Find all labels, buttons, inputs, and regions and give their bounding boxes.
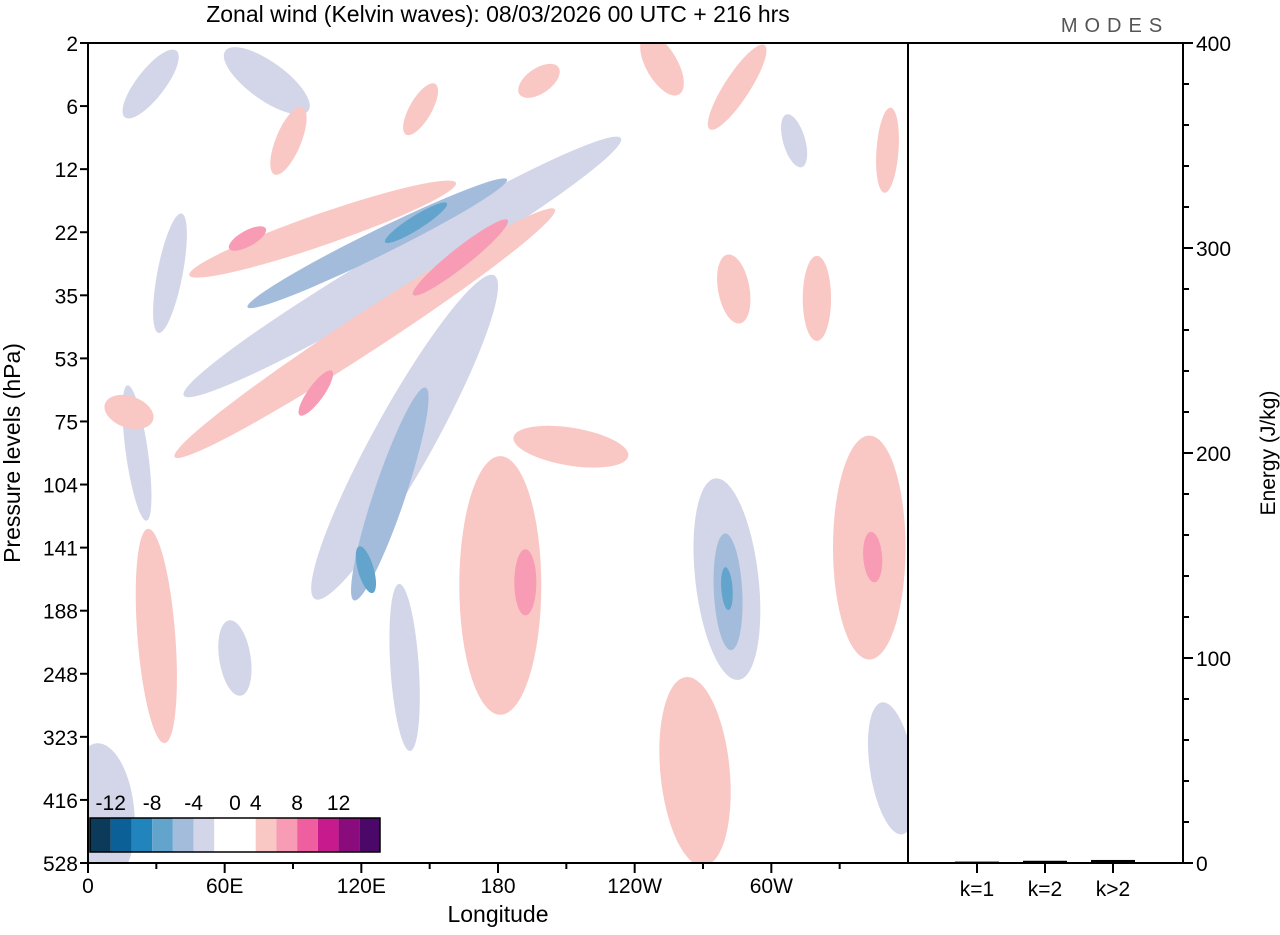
y-tick-label: 12 [55,159,78,182]
westerly-anomaly-contour [189,180,457,278]
y-tick-label: 323 [43,727,78,750]
y-tick-label: 75 [55,411,78,434]
energy-category-label: k=2 [1028,878,1062,901]
y-tick-label: 22 [55,222,78,245]
energy-tick-label: 0 [1196,853,1208,876]
westerly-anomaly-contour [802,255,832,342]
modes-logo: MODES [1061,15,1169,37]
x-tick-label: 60E [206,875,243,898]
colorbar-swatch [255,818,277,852]
contour-layer [88,43,908,863]
colorbar-label: -12 [96,792,126,815]
colorbar-frame [89,817,381,853]
x-axis-label: Longitude [447,901,548,927]
easterly-anomaly-contour [781,114,808,168]
colorbar-swatch [131,818,153,852]
westerly-anomaly-contour [459,456,542,715]
colorbar-label: 0 [229,792,241,815]
energy-axis-label: Energy (J/kg) [1257,391,1280,516]
westerly-anomaly-contour [298,370,334,416]
easterly-anomaly-contour [351,387,429,601]
y-tick-label: 528 [43,853,78,876]
westerly-anomaly-contour [707,44,767,130]
energy-tick-label: 300 [1196,238,1231,261]
easterly-anomaly-contour [122,49,179,119]
westerly-anomaly-contour [513,425,629,468]
westerly-anomaly-contour [174,208,556,459]
energy-bar [1023,860,1067,863]
x-tick-label: 60W [750,875,793,898]
easterly-anomaly-contour [867,702,908,835]
westerly-anomaly-contour [863,531,883,583]
westerly-anomaly-contour [104,394,154,430]
colorbar-swatch [297,818,318,852]
y-tick-label: 6 [66,96,78,119]
y-axis-label: Pressure levels (hPa) [0,343,25,563]
colorbar-label: -4 [184,792,203,815]
y-tick-label: 188 [43,601,78,624]
colorbar-label: -8 [143,792,162,815]
colorbar-swatch [172,818,194,852]
x-tick-label: 120W [607,875,662,898]
energy-bar [1091,859,1135,863]
contour-field [88,43,908,863]
westerly-anomaly-contour [228,226,267,251]
easterly-anomaly-contour [218,620,252,696]
westerly-anomaly-contour [270,106,307,175]
easterly-anomaly-contour [223,47,310,115]
x-tick-label: 0 [82,875,94,898]
easterly-anomaly-contour [183,136,622,398]
y-tick-label: 141 [43,538,78,561]
energy-tick-label: 400 [1196,33,1231,56]
westerly-anomaly-contour [659,677,731,863]
westerly-anomaly-contour [514,549,537,616]
colorbar-swatch [317,818,339,852]
x-tick-label: 180 [480,875,515,898]
energy-category-label: k>2 [1096,878,1130,901]
energy-bars: 0 100 200 300 400 k=1 k=2 k>2 [955,33,1231,901]
colorbar-swatch [90,818,111,852]
westerly-anomaly-contour [412,219,509,296]
colorbar-swatch [110,818,132,852]
westerly-anomaly-contour [876,107,899,193]
westerly-anomaly-contour [518,63,560,98]
chart-title: Zonal wind (Kelvin waves): 08/03/2026 00… [206,1,790,27]
westerly-anomaly-contour [640,43,684,96]
westerly-anomaly-contour [135,528,177,744]
y-tick-label: 2 [66,33,78,56]
colorbar-label: 8 [291,792,303,815]
energy-bar [955,861,999,864]
y-tick-label: 248 [43,664,78,687]
colorbar-label: 4 [250,792,262,815]
energy-category-label: k=1 [960,878,994,901]
easterly-anomaly-contour [384,202,448,244]
easterly-anomaly-contour [355,546,377,594]
colorbar-legend: -12 -8 -4 0 4 8 12 [89,792,381,853]
colorbar-swatch [193,818,215,852]
colorbar-swatch [276,818,298,852]
colorbar-swatch [359,818,380,852]
x-tick-label: 120E [337,875,386,898]
colorbar-swatch [152,818,173,852]
colorbar-label: 12 [327,792,350,815]
y-tick-label: 104 [43,475,78,498]
y-tick-label: 416 [43,790,78,813]
y-tick-label: 35 [55,285,78,308]
easterly-anomaly-contour [389,583,420,752]
easterly-anomaly-contour [721,567,733,611]
colorbar-swatch [214,818,256,852]
energy-tick-label: 200 [1196,443,1231,466]
y-tick-label: 53 [55,348,78,371]
westerly-anomaly-contour [717,254,751,324]
westerly-anomaly-contour [403,83,439,136]
energy-tick-label: 100 [1196,648,1231,671]
easterly-anomaly-contour [153,213,187,333]
energy-panel-frame [907,42,1184,864]
colorbar-swatch [338,818,360,852]
plot-frame [87,42,909,864]
